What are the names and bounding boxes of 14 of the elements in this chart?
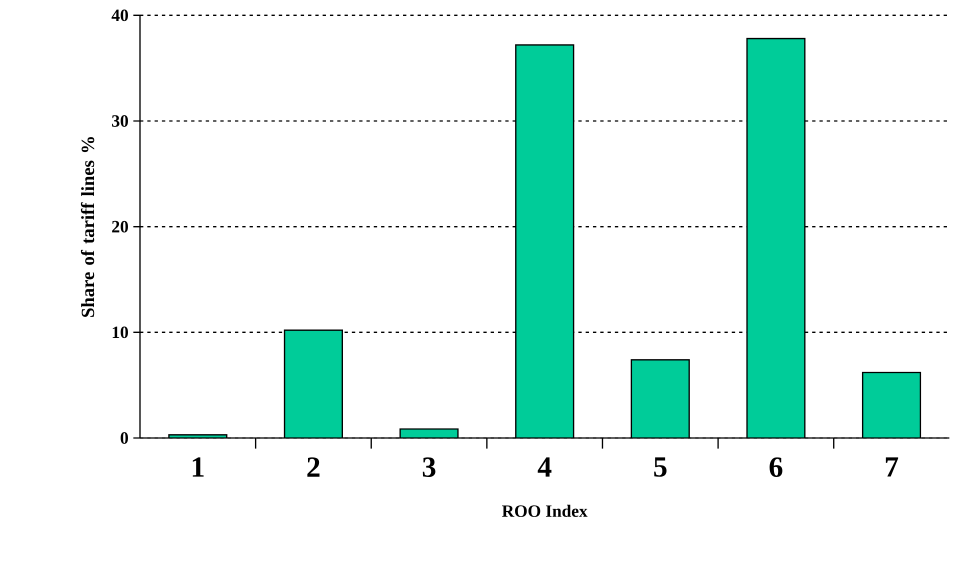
y-axis-title: Share of tariff lines % — [80, 137, 94, 317]
x-tick-label: 2 — [307, 457, 320, 477]
y-tick-label: 20 — [112, 220, 128, 232]
y-tick-label: 30 — [112, 115, 128, 127]
y-tick-label: 10 — [112, 326, 128, 338]
x-tick-label: 3 — [422, 457, 436, 477]
y-tick-label: 0 — [120, 432, 128, 444]
x-tick-label: 1 — [192, 457, 204, 477]
x-tick-label: 5 — [654, 457, 667, 477]
x-tick-label: 6 — [770, 457, 782, 477]
x-tick-label: 4 — [538, 457, 552, 477]
x-axis-title: ROO Index — [502, 504, 588, 517]
x-tick-label: 7 — [886, 457, 898, 476]
y-tick-label: 40 — [112, 10, 128, 22]
